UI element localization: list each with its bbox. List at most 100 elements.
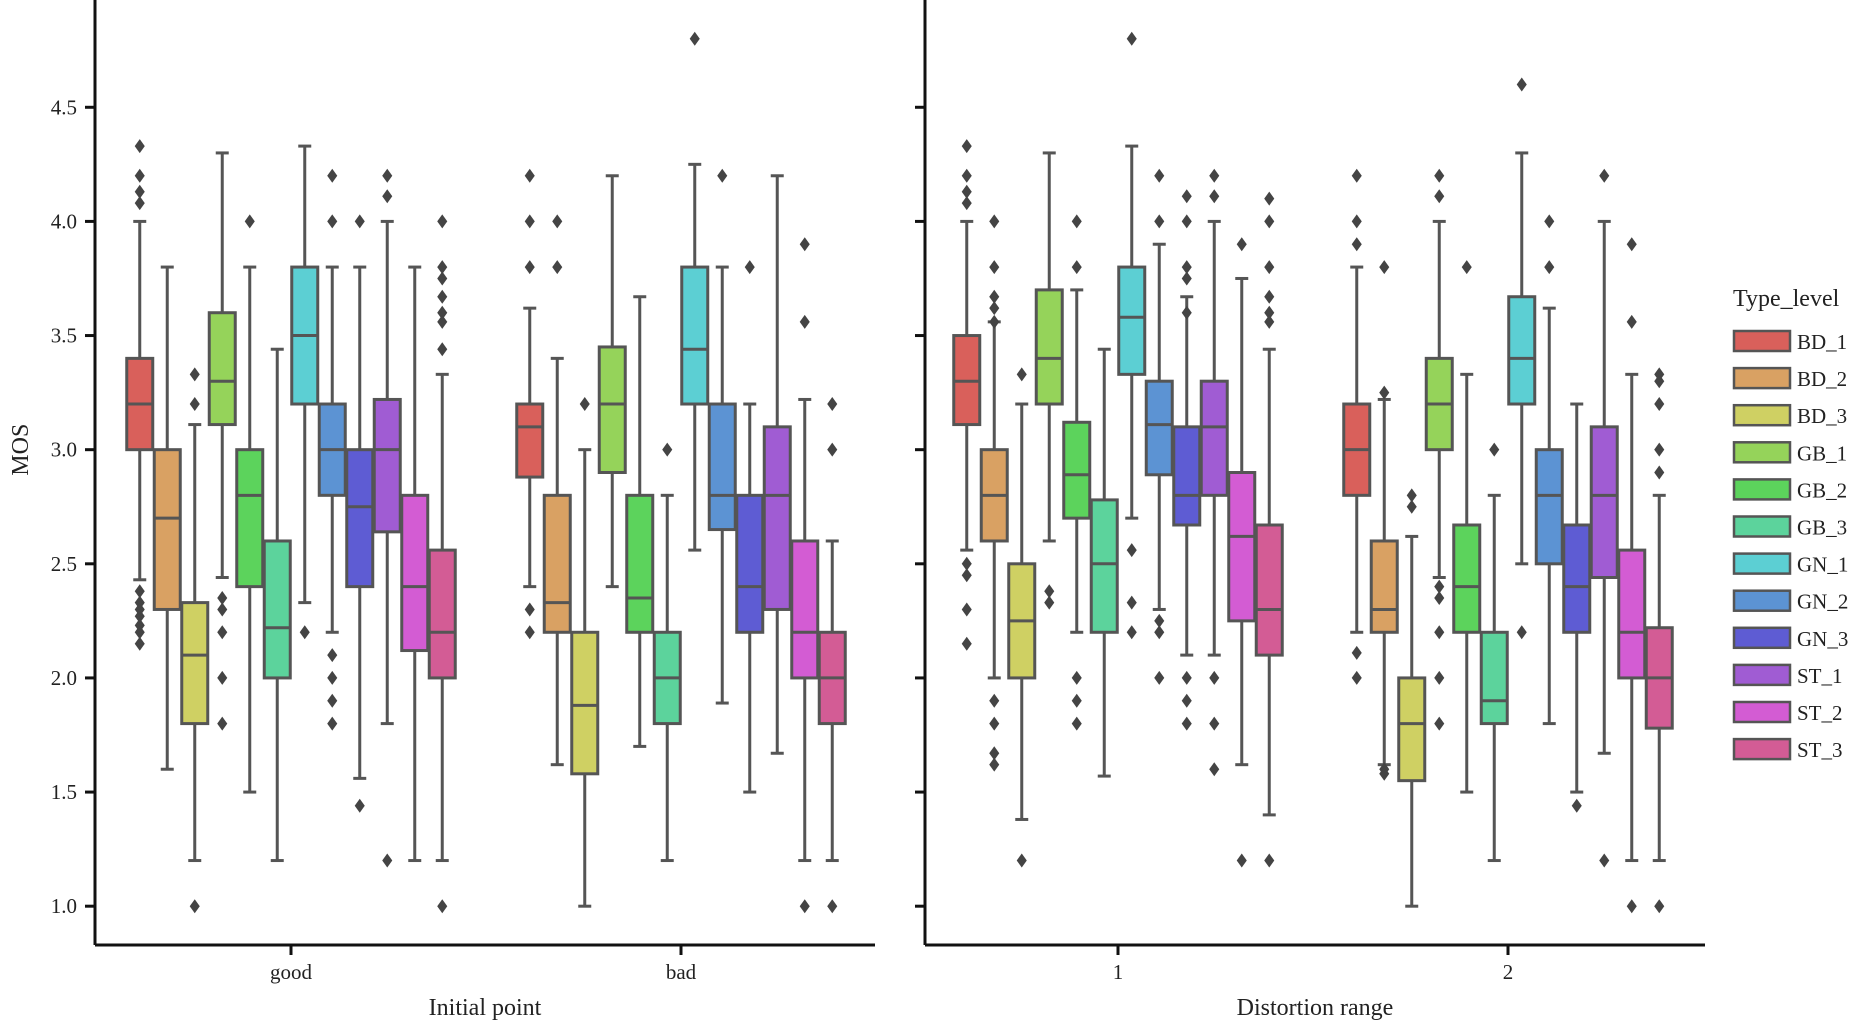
box-body [762,425,792,611]
outlier-point [1209,762,1220,777]
box-body [180,601,210,726]
outlier-point [1654,374,1665,389]
outlier-point [989,289,1000,304]
x-axis-title: Distortion range [1237,995,1394,1021]
legend-item-GN_3: GN_3 [1732,626,1848,651]
outlier-point [1154,214,1165,229]
outlier-point [1044,584,1055,599]
outlier-point [989,693,1000,708]
legend-label: BD_2 [1797,367,1847,391]
outlier-point [217,625,228,640]
outlier-point [189,899,200,914]
outlier-point [1434,579,1445,594]
outlier-point [1071,260,1082,275]
outlier-point [217,716,228,731]
outlier-point [134,584,145,599]
outlier-point [1406,499,1417,514]
outlier-point [382,168,393,183]
outlier-point [961,568,972,583]
box-body [400,493,430,653]
outlier-point [961,602,972,617]
x-tick-label: good [270,960,313,984]
box-body [1397,676,1427,783]
outlier-point [1016,853,1027,868]
legend-label: GN_3 [1797,627,1848,651]
box-GB_3-good [262,347,292,863]
outlier-point [1264,191,1275,206]
box-GB_3-1 [1089,347,1119,778]
outlier-point [1626,237,1637,252]
y-tick-label: 2.5 [51,552,77,576]
outlier-point [1599,853,1610,868]
box-body [1172,425,1202,527]
outlier-point [1264,305,1275,320]
outlier-point [1379,260,1390,275]
outlier-point [1126,595,1137,610]
outlier-point [1654,899,1665,914]
outlier-point [827,442,838,457]
legend: Type_level BD_1 BD_2 BD_3 GB_1 GB_2 GB_3 GN_1 GN… [1732,286,1848,762]
outlier-point [1209,670,1220,685]
y-tick-label: 1.5 [51,780,77,804]
box-body [1369,539,1399,634]
box-BD_3-1 [1007,367,1037,868]
box-ST_3-bad [817,397,847,914]
outlier-point [1181,693,1192,708]
legend-swatch [1732,589,1792,612]
outlier-point [989,301,1000,316]
outlier-point [799,237,810,252]
outlier-point [1209,189,1220,204]
legend-item-GN_1: GN_1 [1732,552,1848,577]
outlier-point [1071,214,1082,229]
y-axis-title: MOS [8,424,34,476]
legend-swatch [1732,737,1792,761]
outlier-point [382,189,393,204]
outlier-point [327,168,338,183]
outlier-point [1044,595,1055,610]
box-GB_3-2 [1479,442,1509,863]
outlier-point [961,139,972,154]
outlier-point [1516,625,1527,640]
box-GN_1-2 [1507,77,1537,640]
box-GN_3-1 [1172,189,1202,731]
outlier-point [1264,260,1275,275]
box-body [1254,523,1284,657]
outlier-point [1351,670,1362,685]
legend-label: ST_2 [1797,701,1843,725]
box-BD_1-1 [952,139,982,651]
box-ST_3-good [427,214,457,914]
outlier-point [1181,260,1192,275]
outlier-point [1571,798,1582,813]
outlier-point [1181,716,1192,731]
outlier-point [989,314,1000,329]
box-GB_2-1 [1062,214,1092,731]
x-tick-label: 2 [1503,960,1514,984]
box-body [1617,548,1647,680]
legend-swatch [1732,441,1792,464]
outlier-point [1181,214,1192,229]
outlier-point [1154,670,1165,685]
y-tick-label: 3.5 [51,324,77,348]
box-GN_2-bad [707,168,737,705]
y-tick-label: 1.0 [51,894,77,918]
legend-label: BD_3 [1797,404,1847,428]
box-body [1227,471,1257,623]
box-body [1534,448,1564,566]
box-GN_3-good [345,214,375,813]
box-ST_2-good [400,265,430,863]
outlier-point [717,168,728,183]
outlier-point [524,168,535,183]
outlier-point [327,670,338,685]
box-BD_2-good [152,265,182,771]
box-GN_1-1 [1117,31,1147,640]
box-body [515,402,545,479]
box-GB_3-bad [652,442,682,863]
outlier-point [1544,260,1555,275]
outlier-point [1351,168,1362,183]
outlier-point [1654,465,1665,480]
outlier-point [1264,853,1275,868]
box-body [1199,379,1229,497]
outlier-point [437,271,448,286]
outlier-point [524,214,535,229]
box-GB_2-bad [625,295,655,748]
